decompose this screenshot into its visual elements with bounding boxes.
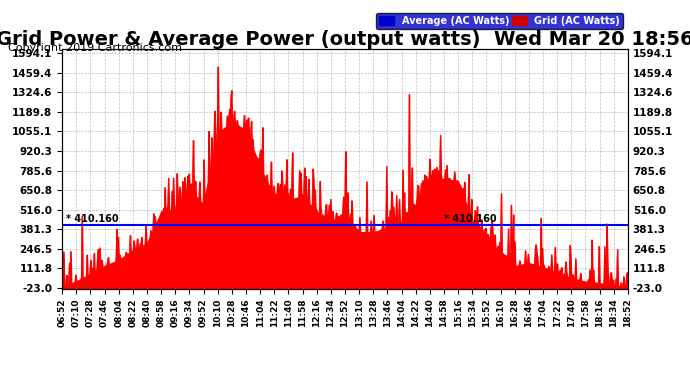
Text: Copyright 2019 Cartronics.com: Copyright 2019 Cartronics.com (8, 43, 182, 52)
Title: Grid Power & Average Power (output watts)  Wed Mar 20 18:56: Grid Power & Average Power (output watts… (0, 30, 690, 49)
Legend: Average (AC Watts), Grid (AC Watts): Average (AC Watts), Grid (AC Watts) (376, 13, 623, 28)
Text: * 410.160: * 410.160 (66, 214, 119, 225)
Text: * 410.160: * 410.160 (444, 214, 497, 225)
